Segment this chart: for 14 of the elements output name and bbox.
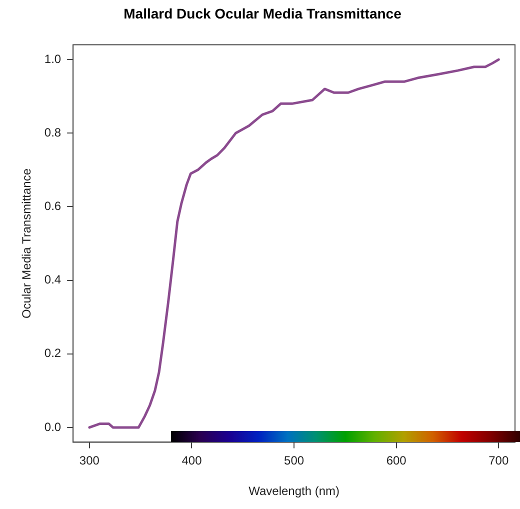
x-tick-label: 600 (386, 454, 407, 468)
y-axis-title: Ocular Media Transmittance (20, 168, 34, 319)
x-axis-title: Wavelength (nm) (248, 484, 340, 498)
y-tick-label: 0.8 (44, 125, 62, 140)
x-tick-label: 300 (79, 454, 100, 468)
x-tick-label: 500 (284, 454, 304, 468)
y-tick-label: 0.4 (44, 272, 62, 287)
chart-title: Mallard Duck Ocular Media Transmittance (124, 5, 402, 22)
y-tick-label: 0.6 (44, 199, 62, 214)
y-tick-label: 0.2 (44, 346, 62, 360)
y-tick-label: 0.0 (44, 420, 62, 434)
x-tick-label: 400 (182, 454, 202, 468)
x-tick-label: 700 (488, 454, 509, 468)
y-tick-label: 1.0 (44, 52, 62, 66)
